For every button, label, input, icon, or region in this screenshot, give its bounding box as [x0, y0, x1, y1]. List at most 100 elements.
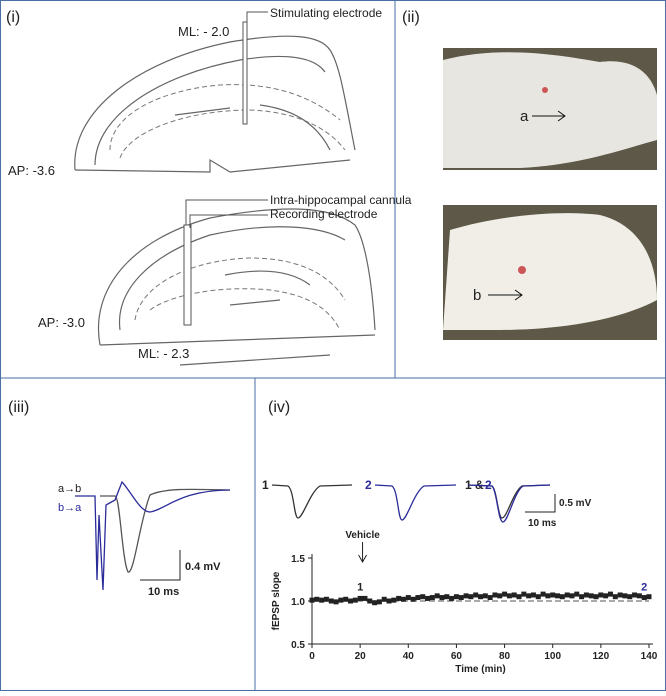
point	[396, 595, 402, 601]
point	[574, 591, 580, 597]
point	[530, 592, 536, 598]
point	[516, 594, 522, 600]
x-tick-label: 20	[355, 651, 367, 662]
x-tick-label: 60	[451, 651, 463, 662]
x-tick-label: 120	[593, 651, 610, 662]
x-tick-label: 140	[641, 651, 658, 662]
point	[400, 596, 406, 602]
x-tick-label: 40	[403, 651, 415, 662]
panel-label: (ii)	[402, 9, 420, 26]
point	[540, 591, 546, 597]
point	[362, 595, 368, 601]
point	[583, 592, 589, 598]
point	[314, 596, 320, 602]
point	[415, 595, 421, 601]
y-tick-label: 0.5	[291, 640, 305, 651]
scale-label: 0.4 mV	[185, 561, 221, 573]
chart: 0.5 1.0 1.5 0 20 40 60 80 100 120 140 Time (min) fEP…	[271, 530, 658, 675]
photo-tissue	[443, 52, 657, 169]
point	[521, 591, 527, 597]
x-tick-label: 100	[544, 651, 561, 662]
annotation: 1	[357, 582, 363, 594]
scale-label: 0.5 mV	[559, 498, 592, 509]
scale-label: 10 ms	[148, 586, 179, 598]
x-tick-label: 0	[309, 651, 315, 662]
point	[429, 595, 435, 601]
point	[463, 593, 469, 599]
point	[607, 591, 613, 597]
point	[348, 598, 354, 604]
point	[376, 599, 382, 605]
point	[598, 592, 604, 598]
lesion	[542, 87, 548, 93]
point	[603, 593, 609, 599]
annotation: AP: -3.0	[38, 315, 85, 330]
point	[487, 595, 493, 601]
point	[453, 594, 459, 600]
point	[352, 597, 358, 603]
point	[367, 598, 373, 604]
point	[439, 595, 445, 601]
point	[449, 595, 455, 601]
y-tick-label: 1.5	[291, 554, 305, 565]
point	[502, 591, 508, 597]
point	[632, 592, 638, 598]
point	[343, 596, 349, 602]
point	[646, 594, 652, 600]
point	[338, 597, 344, 603]
point	[319, 597, 325, 603]
point	[478, 594, 483, 600]
point	[420, 594, 426, 600]
point	[391, 597, 397, 603]
point	[328, 598, 334, 604]
point	[323, 596, 329, 602]
arrow	[358, 542, 367, 564]
point	[425, 595, 431, 601]
annotation: a	[520, 108, 529, 125]
point	[309, 597, 315, 603]
arrow	[488, 289, 523, 301]
point	[333, 599, 339, 605]
panel-label: (i)	[6, 9, 20, 26]
trace-label: 2	[485, 478, 492, 492]
point	[550, 592, 556, 598]
point	[641, 595, 647, 601]
x-axis-label: Time (min)	[455, 664, 505, 675]
point	[386, 598, 392, 604]
trace-label: 2	[365, 478, 372, 492]
point	[357, 595, 363, 601]
point	[497, 593, 503, 599]
point	[612, 594, 618, 600]
point	[588, 593, 594, 599]
point	[622, 593, 628, 599]
point	[410, 596, 416, 602]
annotation: 2	[641, 582, 647, 594]
scale-label: 10 ms	[528, 518, 557, 529]
point	[506, 593, 512, 599]
point	[492, 592, 498, 598]
trace-label: 1	[262, 478, 269, 492]
trace	[271, 484, 353, 519]
point	[444, 594, 450, 600]
arrow	[532, 110, 566, 122]
x-tick-label: 80	[499, 651, 511, 662]
point	[627, 594, 633, 600]
point	[511, 592, 517, 598]
point	[636, 593, 642, 599]
trace	[100, 488, 231, 573]
point	[555, 593, 561, 599]
point	[434, 593, 440, 599]
point	[526, 593, 532, 599]
annotation: ML: - 2.0	[178, 24, 229, 39]
trace	[75, 480, 231, 591]
point	[468, 594, 474, 600]
legend-label: b→a	[58, 502, 82, 514]
point	[617, 592, 623, 598]
photo-tissue	[443, 213, 657, 330]
scale-bar	[525, 494, 556, 513]
point	[405, 595, 411, 601]
y-axis-label: fEPSP slope	[271, 571, 282, 630]
legend-label: a→b	[58, 483, 81, 495]
